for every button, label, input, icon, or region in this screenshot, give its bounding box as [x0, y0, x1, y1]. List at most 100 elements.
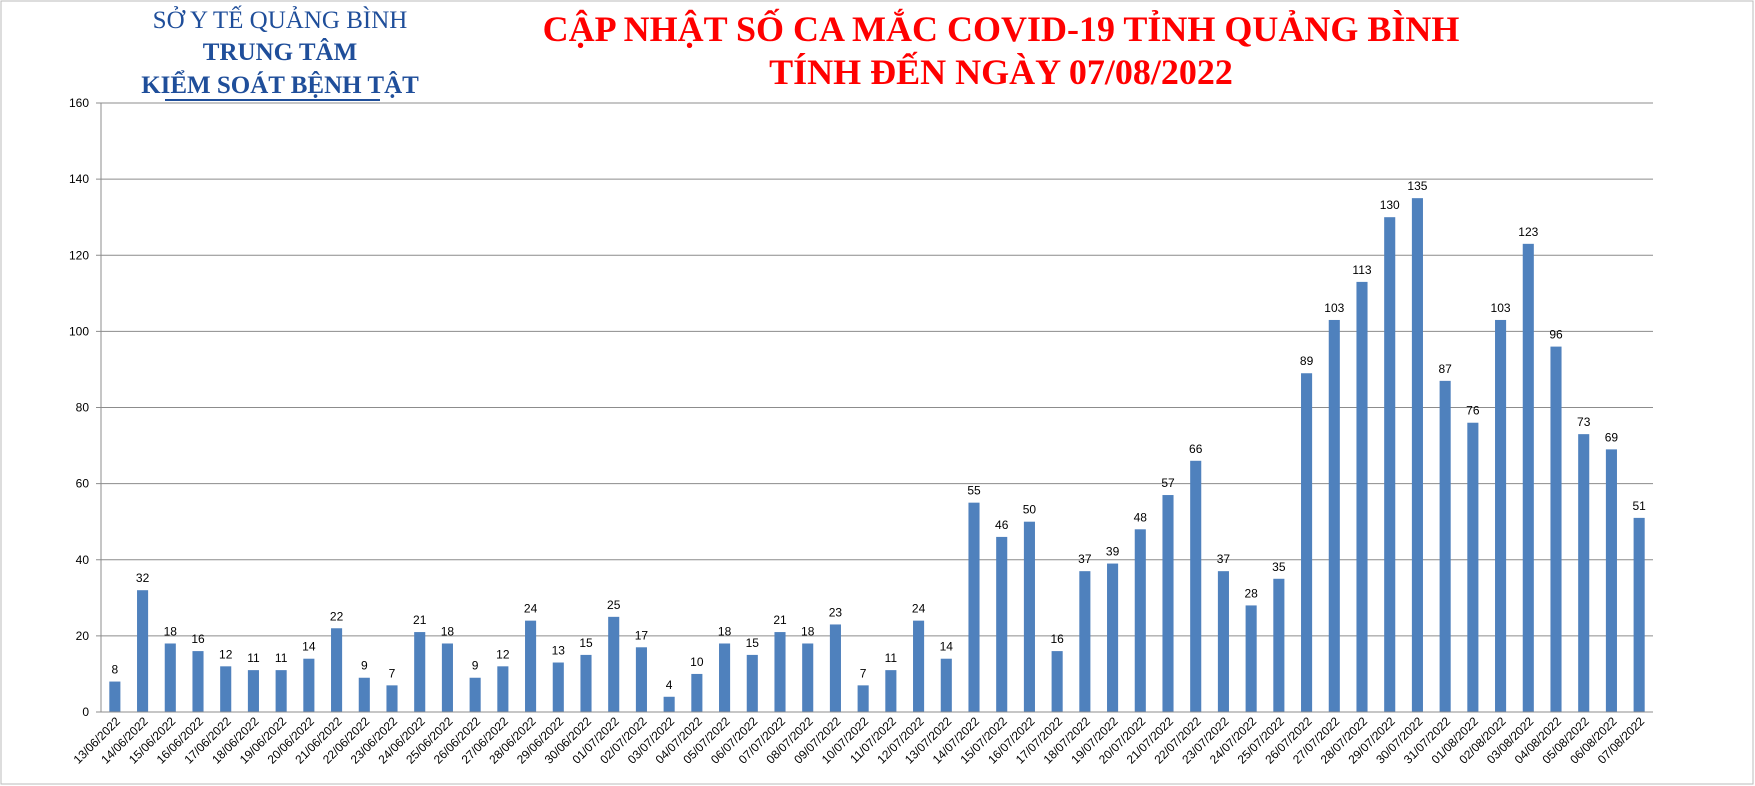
value-label: 51 — [1632, 499, 1646, 513]
bar — [303, 658, 315, 712]
bar — [829, 624, 841, 712]
bar — [1411, 198, 1423, 712]
bar — [497, 666, 509, 712]
value-label: 69 — [1605, 430, 1619, 444]
value-label: 7 — [389, 666, 396, 680]
bar — [192, 651, 204, 712]
bar — [1578, 434, 1590, 712]
bar — [802, 643, 814, 712]
bar — [635, 647, 647, 712]
bar — [580, 654, 592, 712]
value-label: 21 — [773, 613, 787, 627]
bar — [857, 685, 869, 712]
value-label: 12 — [496, 647, 510, 661]
value-label: 8 — [112, 663, 119, 677]
value-label: 32 — [136, 571, 150, 585]
value-label: 96 — [1549, 328, 1563, 342]
value-label: 24 — [524, 602, 538, 616]
y-tick-label: 100 — [69, 324, 89, 338]
value-label: 15 — [746, 636, 760, 650]
bar — [1134, 529, 1146, 712]
value-label: 14 — [940, 640, 954, 654]
bar — [1079, 571, 1091, 712]
value-label: 16 — [191, 632, 205, 646]
y-tick-label: 60 — [76, 477, 90, 491]
value-label: 18 — [164, 624, 178, 638]
bar — [1023, 521, 1035, 712]
bar — [331, 628, 343, 712]
bar — [1495, 319, 1507, 712]
value-label: 113 — [1352, 263, 1371, 277]
bar — [1439, 380, 1451, 712]
value-label: 18 — [718, 624, 732, 638]
bar — [109, 681, 121, 712]
value-label: 4 — [666, 678, 673, 692]
value-label: 46 — [995, 518, 1009, 532]
bar — [968, 502, 980, 712]
bar — [247, 670, 259, 712]
bar — [1550, 346, 1562, 712]
value-label: 17 — [635, 628, 649, 642]
bar — [691, 673, 703, 712]
bar — [996, 536, 1008, 712]
value-label: 22 — [330, 609, 344, 623]
value-label: 28 — [1244, 586, 1258, 600]
value-label: 9 — [472, 659, 479, 673]
bar — [940, 658, 952, 712]
value-label: 103 — [1491, 301, 1511, 315]
bar — [220, 666, 232, 712]
bar — [1107, 563, 1119, 712]
value-label: 11 — [275, 651, 288, 665]
y-tick-label: 160 — [69, 96, 89, 110]
bar — [358, 677, 370, 712]
bar — [1633, 517, 1645, 712]
bar — [469, 677, 481, 712]
y-tick-label: 120 — [69, 248, 89, 262]
value-label: 16 — [1050, 632, 1064, 646]
value-label: 18 — [801, 624, 815, 638]
value-label: 24 — [912, 602, 926, 616]
value-label: 25 — [607, 598, 621, 612]
bar — [275, 670, 287, 712]
value-label: 12 — [219, 647, 233, 661]
value-label: 11 — [885, 651, 898, 665]
bar — [414, 632, 426, 712]
bar — [441, 643, 453, 712]
value-label: 9 — [361, 659, 368, 673]
bar — [1245, 605, 1257, 712]
value-label: 87 — [1438, 362, 1452, 376]
value-label: 130 — [1380, 198, 1400, 212]
value-label: 135 — [1407, 179, 1427, 193]
bar — [1217, 571, 1229, 712]
bar — [1051, 651, 1063, 712]
value-label: 14 — [302, 640, 316, 654]
bar — [1522, 243, 1534, 713]
bar — [608, 616, 620, 712]
value-label: 11 — [247, 651, 260, 665]
value-label: 123 — [1518, 225, 1538, 239]
value-label: 37 — [1217, 552, 1231, 566]
value-label: 23 — [829, 605, 843, 619]
bar — [552, 662, 564, 712]
bar — [1328, 319, 1340, 712]
value-label: 18 — [441, 624, 455, 638]
bar — [137, 590, 149, 712]
value-label: 66 — [1189, 442, 1203, 456]
value-label: 57 — [1161, 476, 1175, 490]
bar — [774, 632, 786, 712]
value-label: 10 — [690, 655, 704, 669]
value-label: 15 — [579, 636, 593, 650]
value-label: 50 — [1023, 503, 1037, 517]
value-label: 55 — [967, 484, 981, 498]
y-tick-label: 80 — [76, 401, 90, 415]
bar — [1356, 281, 1368, 712]
organization: TRUNG TÂM — [203, 38, 357, 66]
bar — [746, 654, 758, 712]
bar — [1273, 578, 1285, 712]
value-label: 7 — [860, 666, 867, 680]
bar — [525, 620, 537, 712]
bar — [663, 696, 675, 712]
bar — [1301, 373, 1313, 712]
value-label: 73 — [1577, 415, 1591, 429]
